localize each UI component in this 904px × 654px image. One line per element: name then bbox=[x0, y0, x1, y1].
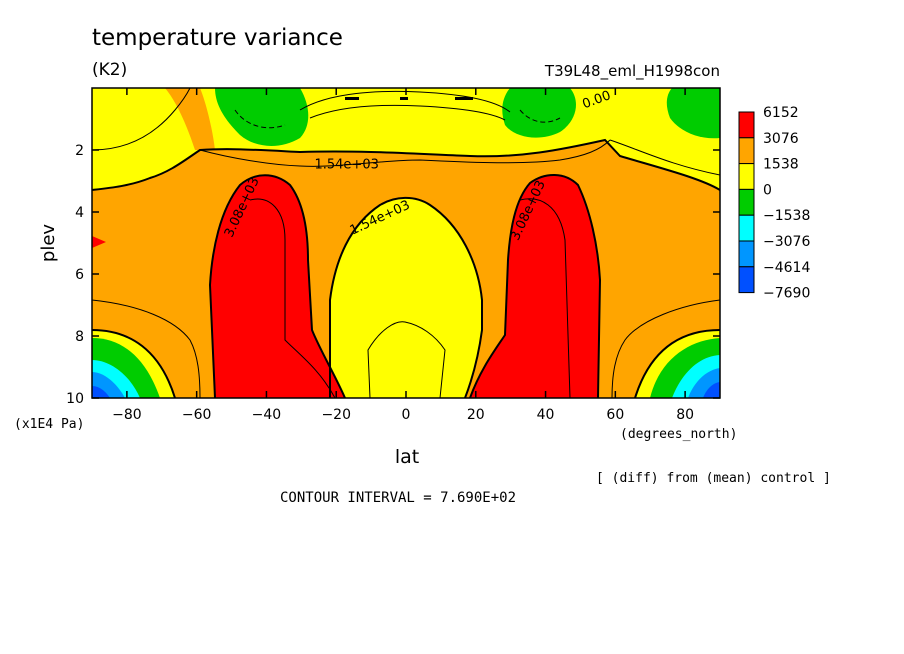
contour-line bbox=[199, 139, 611, 167]
y-tick-label: 6 bbox=[75, 267, 84, 283]
red-tower-sh bbox=[210, 175, 345, 398]
legend-swatch bbox=[738, 214, 755, 242]
legend-label: −4614 bbox=[763, 260, 810, 276]
contour-line bbox=[92, 88, 191, 151]
legend-label: −1538 bbox=[763, 208, 810, 224]
contour-line bbox=[611, 299, 720, 398]
y-tick-label: 4 bbox=[75, 205, 84, 221]
y-units-label: (x1E4 Pa) bbox=[14, 417, 84, 432]
x-tick-label: −60 bbox=[182, 407, 212, 423]
contour-line bbox=[249, 198, 336, 398]
contour-line bbox=[309, 104, 506, 121]
y-axis-label: plev bbox=[38, 224, 59, 263]
contour-mark bbox=[400, 97, 408, 100]
chart-title: temperature variance bbox=[92, 25, 343, 51]
contour-line bbox=[609, 139, 720, 176]
contour-line-bold bbox=[208, 174, 346, 398]
x-tick-label: 40 bbox=[537, 407, 555, 423]
left-edge-red-notch bbox=[92, 236, 106, 248]
y-tick-label: 10 bbox=[66, 391, 84, 407]
x-tick-label: 80 bbox=[676, 407, 694, 423]
x-tick-label: 20 bbox=[467, 407, 485, 423]
legend-label: 0 bbox=[763, 182, 772, 198]
contour-line bbox=[367, 321, 446, 398]
legend-swatch bbox=[738, 137, 755, 165]
y-tick-label: 8 bbox=[75, 329, 84, 345]
nh-polar-darkblue bbox=[703, 382, 720, 398]
top-orange-tongue bbox=[165, 88, 215, 150]
green-blob-np-upper bbox=[666, 88, 720, 139]
x-tick-label: 60 bbox=[606, 407, 624, 423]
x-axis-label: lat bbox=[395, 446, 419, 468]
contour-mark bbox=[455, 97, 473, 100]
contour-interval: CONTOUR INTERVAL = 7.690E+02 bbox=[280, 490, 516, 506]
legend-label: −3076 bbox=[763, 234, 810, 250]
contour-mark bbox=[345, 97, 359, 100]
contour-line-bold bbox=[92, 329, 176, 398]
contour-line-bold bbox=[469, 174, 602, 398]
green-blob-sh-upper bbox=[215, 88, 309, 146]
x-tick-label: −80 bbox=[112, 407, 142, 423]
contour-line bbox=[519, 198, 571, 398]
units-label: (K2) bbox=[92, 60, 127, 80]
legend-label: 1538 bbox=[763, 157, 799, 173]
contour-line-bold bbox=[329, 196, 483, 398]
x-tick-label: 0 bbox=[402, 407, 411, 423]
contour-line bbox=[234, 109, 286, 129]
legend-swatch bbox=[738, 240, 755, 268]
contour-label: 1.54e+03 bbox=[314, 158, 378, 173]
y-tick-label: 2 bbox=[75, 143, 84, 159]
legend-label: 6152 bbox=[763, 105, 799, 121]
x-tick-label: −40 bbox=[252, 407, 282, 423]
legend-label: −7690 bbox=[763, 286, 810, 302]
red-tower-nh bbox=[470, 174, 600, 398]
legend-swatch bbox=[738, 163, 755, 190]
contour-line-bold bbox=[634, 329, 720, 398]
y-axis: 2 4 6 8 10 bbox=[66, 143, 720, 407]
x-tick-label: −20 bbox=[321, 407, 351, 423]
contour-line-bold bbox=[92, 138, 720, 191]
contour-line bbox=[92, 299, 201, 398]
legend-swatch bbox=[738, 266, 755, 294]
color-legend: 6152 3076 1538 0 −1538 −3076 −4614 −7690 bbox=[738, 105, 810, 302]
legend-swatch bbox=[738, 188, 755, 216]
x-units-label: (degrees_north) bbox=[620, 427, 737, 442]
contour-line bbox=[519, 109, 561, 123]
diff-note: [ (diff) from (mean) control ] bbox=[596, 471, 831, 486]
legend-swatch bbox=[738, 111, 755, 139]
green-blob-nh-upper bbox=[502, 88, 576, 138]
sh-polar-darkblue bbox=[92, 386, 110, 398]
plot-area: 0.001.54e+031.54e+033.08e+03 3.08e+03 bbox=[92, 88, 720, 398]
experiment-label: T39L48_eml_H1998con bbox=[544, 62, 720, 81]
legend-label: 3076 bbox=[763, 131, 799, 147]
contour-line bbox=[299, 90, 511, 113]
x-axis: −80 −60 −40 −20 0 20 40 60 80 bbox=[112, 88, 694, 423]
